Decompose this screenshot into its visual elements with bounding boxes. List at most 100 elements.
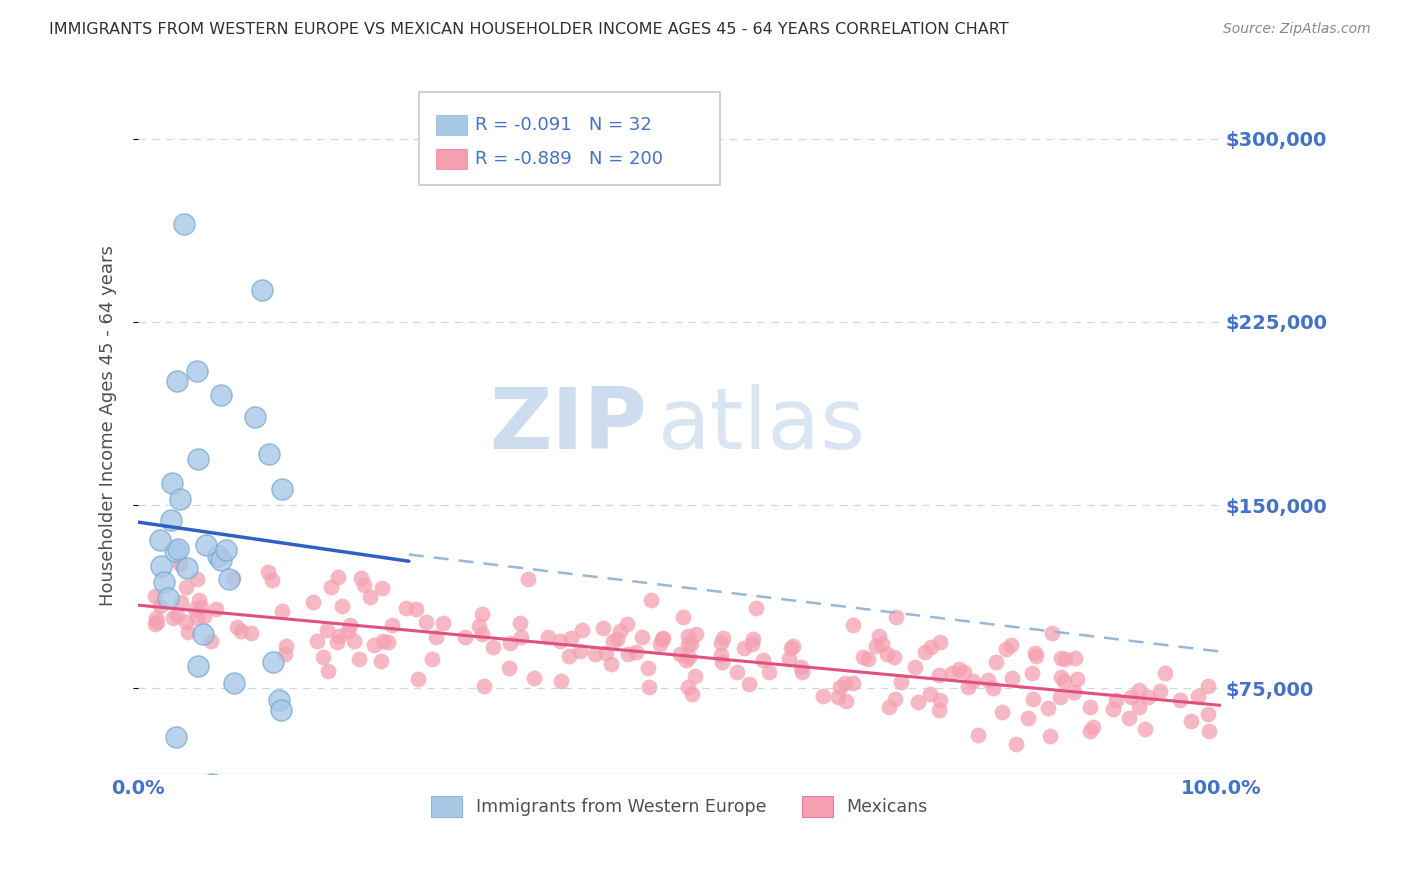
Point <box>169 557 191 571</box>
Point <box>370 654 392 668</box>
Point <box>1066 672 1088 686</box>
Y-axis label: Householder Income Ages 45 - 64 years: Householder Income Ages 45 - 64 years <box>100 245 117 606</box>
Point <box>1049 670 1071 684</box>
Point <box>752 652 775 666</box>
Point <box>224 676 246 690</box>
Point <box>468 619 491 633</box>
Point <box>1105 693 1128 707</box>
Point <box>1197 706 1219 721</box>
Point <box>1137 690 1160 704</box>
Point <box>1063 684 1085 698</box>
Point <box>1004 738 1026 752</box>
Point <box>1022 692 1045 706</box>
Point <box>637 660 659 674</box>
Point <box>146 615 169 629</box>
Point <box>315 623 337 637</box>
Point <box>222 571 245 585</box>
Text: Source: ZipAtlas.com: Source: ZipAtlas.com <box>1223 22 1371 37</box>
Point <box>302 595 325 609</box>
Point <box>481 640 503 654</box>
Point <box>1054 651 1077 665</box>
Point <box>1025 648 1047 663</box>
Point <box>617 647 640 661</box>
Point <box>326 570 349 584</box>
Text: IMMIGRANTS FROM WESTERN EUROPE VS MEXICAN HOUSEHOLDER INCOME AGES 45 - 64 YEARS : IMMIGRANTS FROM WESTERN EUROPE VS MEXICA… <box>49 22 1010 37</box>
Point <box>1128 683 1150 698</box>
Point <box>218 573 240 587</box>
Point <box>981 681 1004 695</box>
Point <box>471 607 494 622</box>
Point <box>510 630 533 644</box>
Point <box>640 593 662 607</box>
Point <box>679 637 702 651</box>
Point <box>1168 693 1191 707</box>
Point <box>852 649 875 664</box>
Point <box>827 690 849 705</box>
Point <box>883 649 905 664</box>
Point <box>994 642 1017 657</box>
Point <box>305 633 328 648</box>
Point <box>1021 665 1043 680</box>
Point <box>165 730 187 744</box>
Point <box>229 624 252 639</box>
Point <box>710 636 733 650</box>
Point <box>191 626 214 640</box>
Point <box>186 364 208 378</box>
Point <box>811 689 834 703</box>
Point <box>522 671 544 685</box>
Point <box>571 623 593 637</box>
Text: R = -0.889   N = 200: R = -0.889 N = 200 <box>475 150 664 168</box>
Point <box>267 693 290 707</box>
Point <box>274 639 297 653</box>
Point <box>672 610 695 624</box>
Point <box>363 638 385 652</box>
Point <box>1119 690 1142 704</box>
Point <box>1053 673 1076 688</box>
Point <box>256 565 278 579</box>
Point <box>738 677 761 691</box>
Point <box>651 632 673 646</box>
Point <box>472 679 495 693</box>
Point <box>377 635 399 649</box>
Point <box>928 668 950 682</box>
Point <box>166 374 188 388</box>
Point <box>271 483 294 497</box>
Point <box>962 673 984 688</box>
Point <box>1118 711 1140 725</box>
Point <box>187 592 209 607</box>
Point <box>353 578 375 592</box>
Point <box>1081 720 1104 734</box>
Point <box>616 616 638 631</box>
Point <box>733 641 755 656</box>
Point <box>257 447 280 461</box>
Point <box>169 556 191 570</box>
Point <box>828 680 851 694</box>
Point <box>976 673 998 688</box>
Point <box>270 604 292 618</box>
Point <box>595 646 617 660</box>
Point <box>174 615 197 630</box>
Point <box>1149 684 1171 698</box>
Point <box>1017 711 1039 725</box>
Point <box>648 637 671 651</box>
Point <box>624 645 647 659</box>
Point <box>176 580 198 594</box>
Point <box>145 611 167 625</box>
Point <box>676 637 699 651</box>
Point <box>153 574 176 589</box>
Point <box>347 652 370 666</box>
Point <box>422 652 444 666</box>
Point <box>1133 723 1156 737</box>
Point <box>1038 701 1060 715</box>
Point <box>432 616 454 631</box>
Point <box>471 626 494 640</box>
Point <box>558 649 581 664</box>
Point <box>1154 665 1177 680</box>
Point <box>779 641 801 656</box>
Point <box>509 615 531 630</box>
Point <box>245 410 267 425</box>
Point <box>789 660 811 674</box>
Point <box>630 631 652 645</box>
Point <box>395 600 418 615</box>
Point <box>176 561 198 575</box>
